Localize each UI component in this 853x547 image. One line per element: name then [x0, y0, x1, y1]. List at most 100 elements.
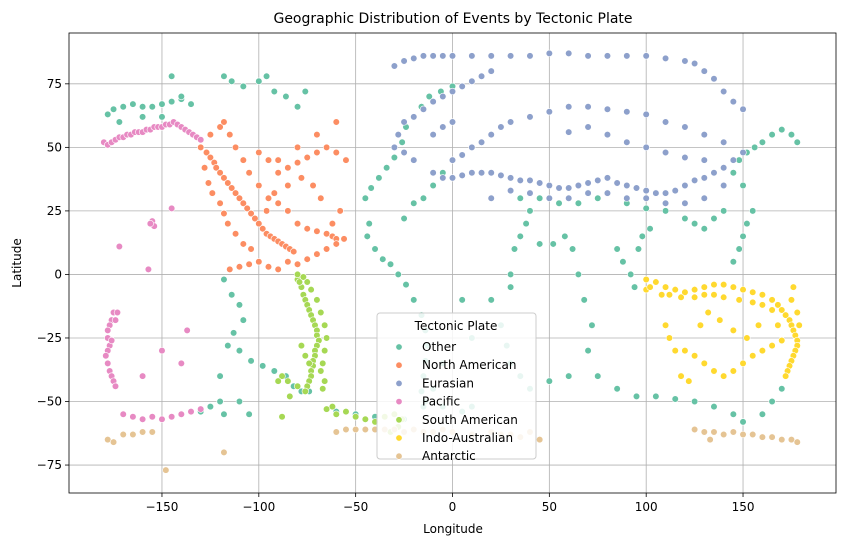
data-point — [259, 225, 267, 233]
data-point — [352, 413, 360, 421]
data-point — [247, 245, 255, 253]
data-point — [220, 118, 228, 126]
data-point — [691, 220, 699, 228]
data-point — [671, 395, 679, 403]
data-point — [710, 367, 718, 375]
data-point — [383, 164, 391, 172]
data-point — [584, 347, 592, 355]
data-point — [400, 57, 408, 65]
legend-marker — [395, 416, 403, 424]
y-tick-label: 75 — [47, 77, 62, 91]
data-point — [758, 433, 766, 441]
data-point — [313, 227, 321, 235]
data-point — [565, 103, 573, 111]
data-point — [739, 232, 747, 240]
data-point — [710, 75, 718, 83]
chart-title: Geographic Distribution of Events by Tec… — [273, 11, 632, 27]
data-point — [361, 425, 369, 434]
data-point — [720, 372, 728, 380]
data-point — [183, 326, 191, 334]
data-point — [487, 52, 495, 60]
data-point — [365, 220, 373, 228]
data-point — [487, 169, 495, 177]
data-point — [139, 113, 147, 121]
data-point — [613, 385, 621, 393]
data-point — [665, 291, 674, 299]
data-point — [247, 357, 255, 365]
data-point — [297, 174, 306, 182]
data-point — [206, 131, 214, 139]
data-point — [497, 171, 505, 179]
data-point — [284, 164, 292, 172]
data-point — [235, 194, 244, 202]
data-point — [390, 153, 398, 162]
data-point — [321, 377, 329, 385]
data-point — [439, 52, 447, 60]
data-point — [293, 382, 302, 390]
data-point — [487, 194, 495, 202]
data-point — [239, 316, 247, 324]
data-point — [398, 138, 406, 146]
data-point — [375, 174, 383, 182]
data-point — [245, 169, 253, 177]
data-point — [303, 225, 311, 233]
data-point — [361, 194, 369, 202]
legend-item: North American — [395, 358, 516, 372]
data-point — [545, 49, 553, 57]
data-point — [652, 278, 660, 286]
data-point — [274, 156, 282, 164]
data-point — [228, 184, 236, 192]
data-point — [231, 230, 240, 238]
data-point — [468, 143, 476, 151]
data-point — [200, 164, 209, 172]
data-point — [104, 359, 112, 367]
data-point — [497, 123, 505, 131]
data-point — [729, 326, 737, 334]
data-point — [301, 87, 309, 96]
data-point — [458, 171, 466, 179]
data-point — [255, 181, 263, 190]
data-point — [206, 153, 214, 162]
data-point — [507, 283, 515, 291]
data-point — [681, 57, 689, 65]
data-point — [661, 321, 670, 329]
data-point — [729, 367, 737, 375]
data-point — [220, 72, 228, 80]
data-point — [429, 181, 437, 190]
data-point — [739, 286, 747, 294]
data-point — [284, 377, 292, 385]
data-point — [317, 194, 325, 202]
data-point — [782, 311, 790, 319]
data-point — [235, 263, 244, 271]
data-point — [231, 143, 240, 151]
data-point — [561, 232, 569, 240]
data-point — [603, 174, 612, 182]
legend-item: Antarctic — [395, 449, 476, 463]
y-tick-label: −50 — [37, 395, 62, 409]
legend-item: Eurasian — [395, 376, 474, 390]
data-point — [526, 207, 534, 215]
data-point — [111, 316, 120, 324]
series-north-american — [197, 118, 350, 273]
data-point — [778, 125, 786, 134]
data-point — [206, 402, 214, 411]
data-point — [317, 308, 325, 317]
data-point — [228, 77, 236, 85]
legend-label: Eurasian — [422, 376, 474, 390]
data-point — [158, 100, 166, 108]
data-point — [317, 367, 325, 375]
legend-marker — [395, 361, 403, 369]
data-point — [700, 359, 708, 367]
data-point — [239, 82, 247, 90]
data-point — [720, 181, 728, 190]
data-point — [507, 186, 515, 195]
data-point — [216, 199, 224, 207]
data-point — [108, 336, 116, 345]
data-point — [239, 240, 247, 248]
data-point — [565, 49, 573, 57]
data-point — [410, 156, 418, 164]
legend-marker — [395, 398, 403, 406]
data-point — [795, 321, 803, 329]
data-point — [208, 189, 216, 197]
data-point — [704, 308, 712, 317]
